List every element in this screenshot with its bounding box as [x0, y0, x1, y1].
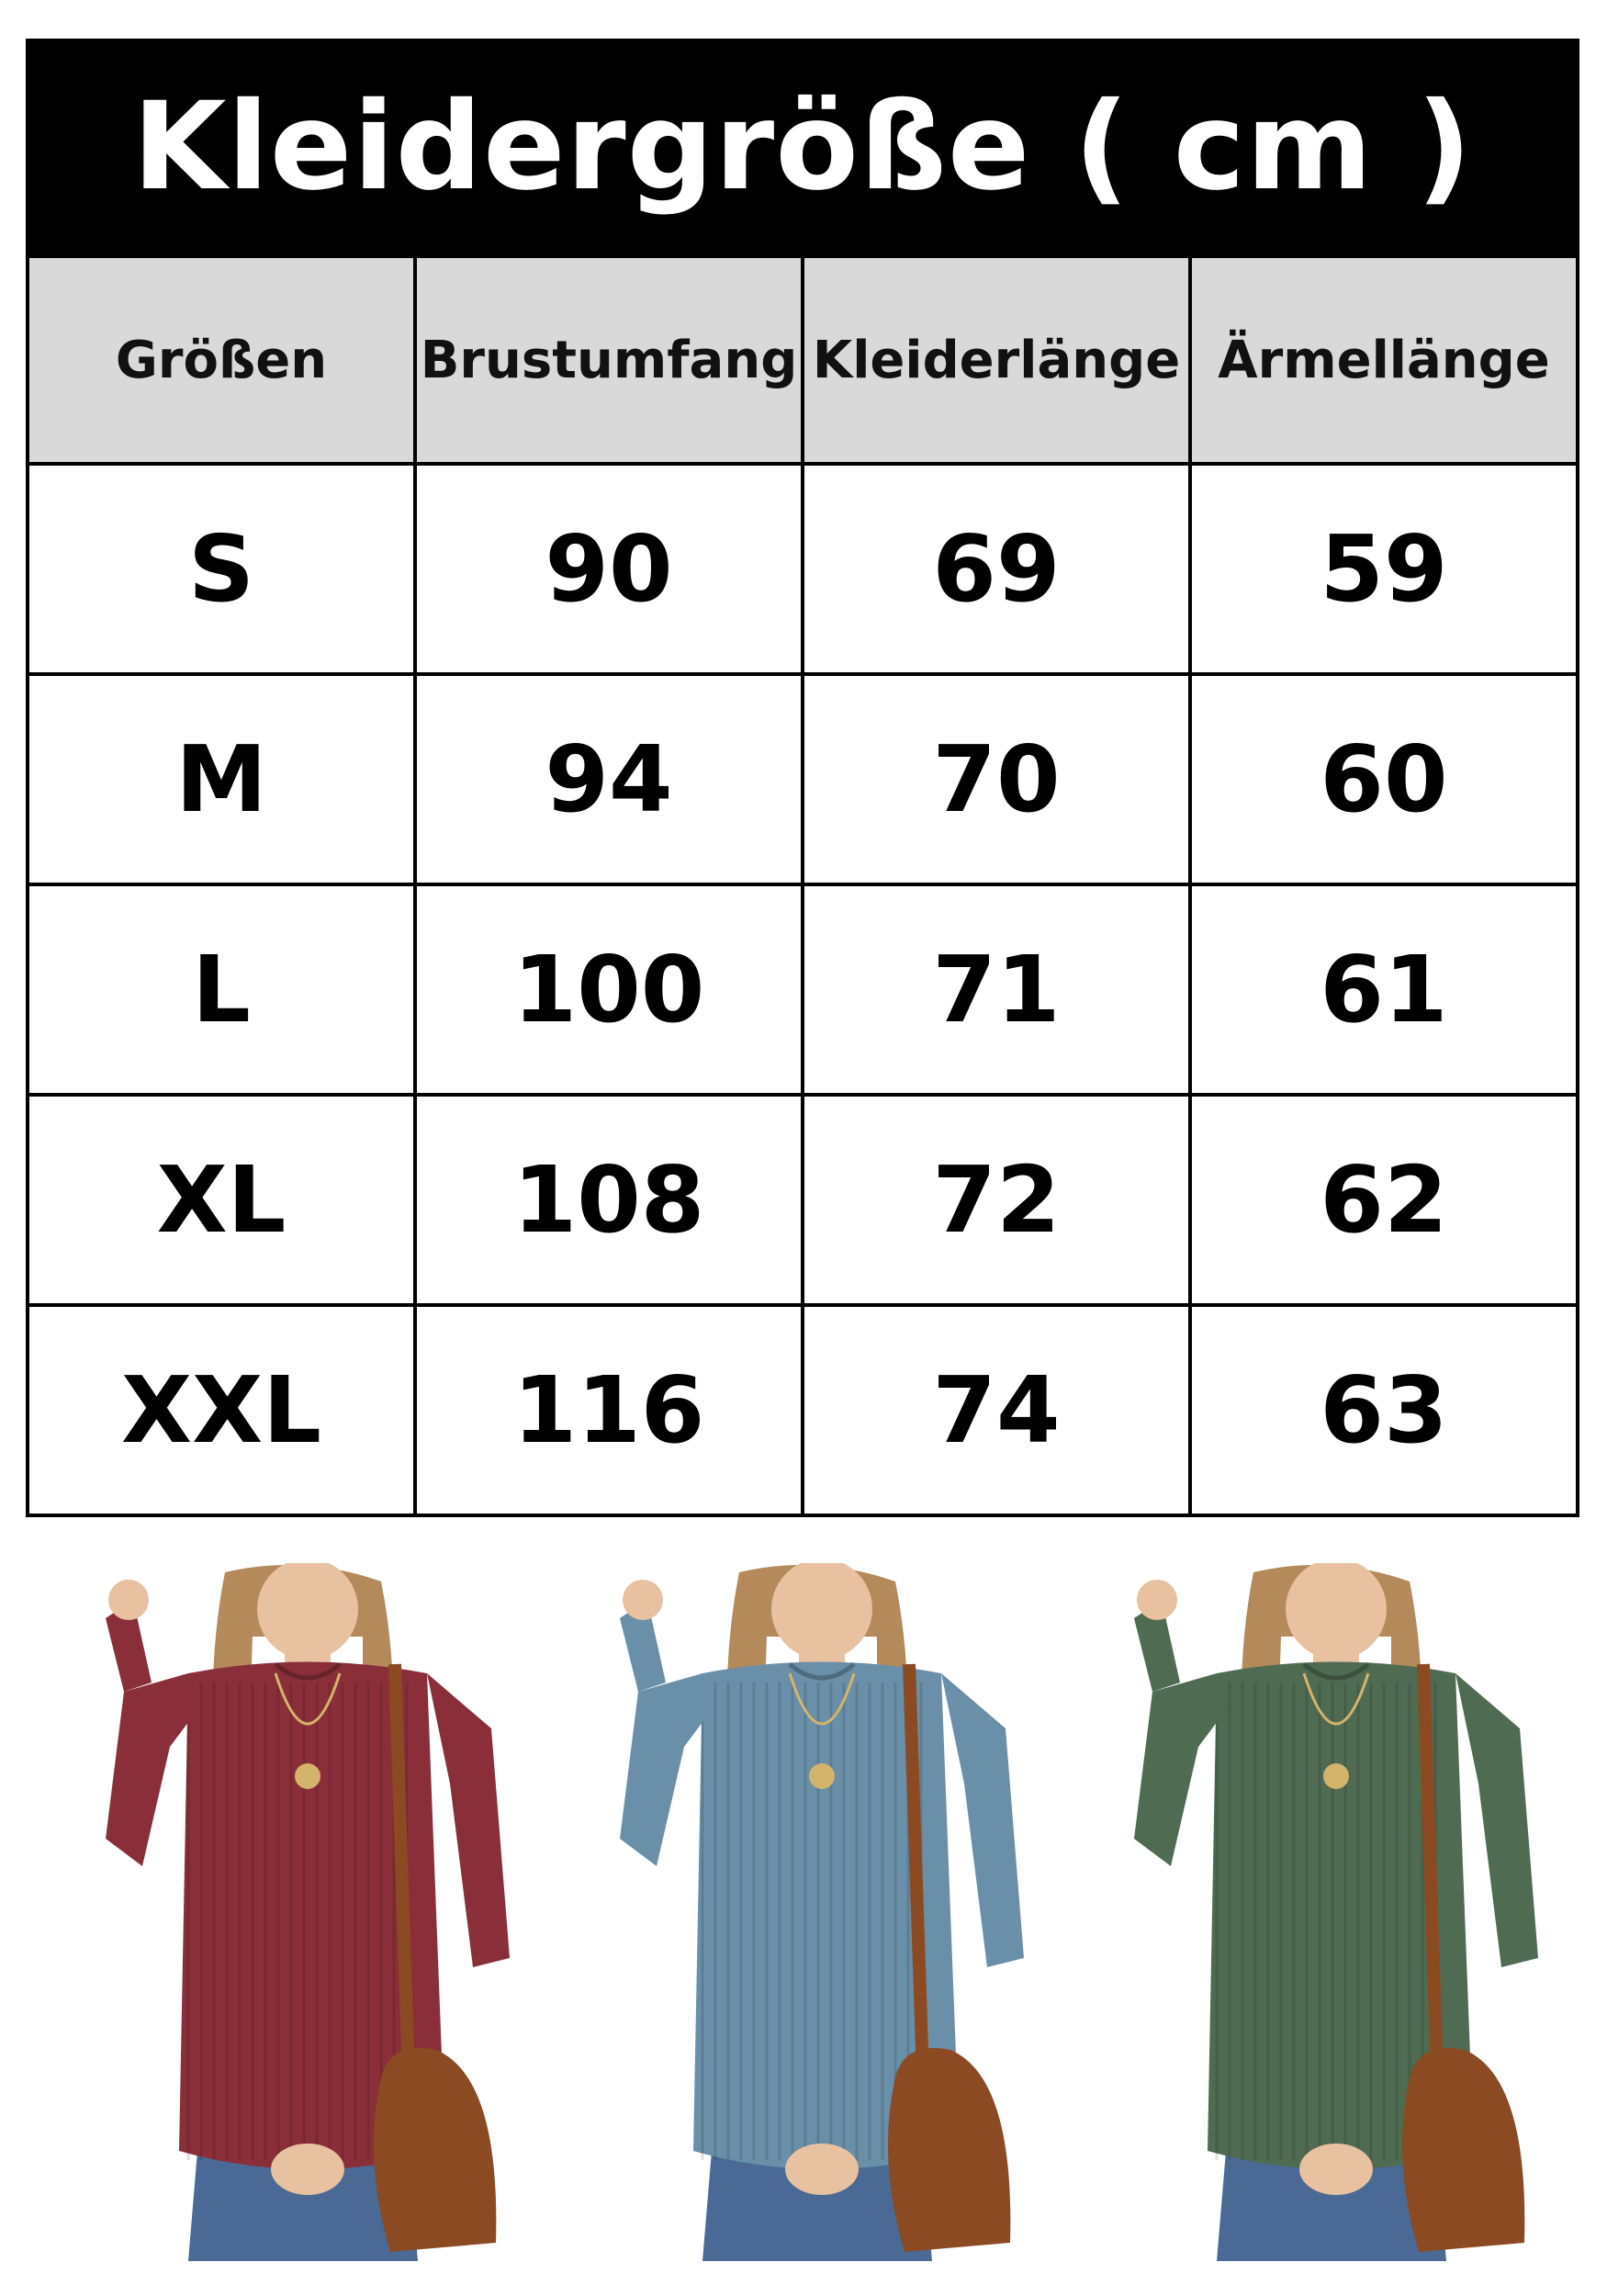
header-kleiderlaenge: Kleiderlänge: [801, 254, 1192, 466]
sleeve-cell: 59: [1188, 462, 1579, 676]
product-photo-wine: [87, 1563, 519, 2261]
sleeve-cell: 61: [1188, 883, 1579, 1097]
table-row: S 90 69 59: [26, 462, 1579, 676]
header-groessen: Größen: [26, 254, 417, 466]
size-table: Größen Brustumfang Kleiderlänge Ärmellän…: [26, 254, 1579, 1517]
length-cell: 72: [801, 1093, 1192, 1307]
size-cell: M: [26, 672, 417, 886]
chest-cell: 94: [413, 672, 804, 886]
product-photos: [0, 1563, 1607, 2261]
size-cell: XXL: [26, 1303, 417, 1517]
chest-cell: 100: [413, 883, 804, 1097]
size-chart-title: Kleidergröße ( cm ): [26, 39, 1579, 254]
chest-cell: 116: [413, 1303, 804, 1517]
table-header-row: Größen Brustumfang Kleiderlänge Ärmellän…: [26, 254, 1579, 466]
sleeve-cell: 60: [1188, 672, 1579, 886]
length-cell: 74: [801, 1303, 1192, 1517]
chest-cell: 108: [413, 1093, 804, 1307]
size-cell: XL: [26, 1093, 417, 1307]
sleeve-cell: 63: [1188, 1303, 1579, 1517]
sleeve-cell: 62: [1188, 1093, 1579, 1307]
table-row: XXL 116 74 63: [26, 1303, 1579, 1517]
length-cell: 70: [801, 672, 1192, 886]
header-brustumfang: Brustumfang: [413, 254, 804, 466]
length-cell: 69: [801, 462, 1192, 676]
size-cell: S: [26, 462, 417, 676]
product-photo-blue: [601, 1563, 1033, 2261]
table-row: L 100 71 61: [26, 883, 1579, 1097]
table-row: M 94 70 60: [26, 672, 1579, 886]
size-cell: L: [26, 883, 417, 1097]
product-photo-green: [1116, 1563, 1547, 2261]
size-chart: Kleidergröße ( cm ) Größen Brustumfang K…: [26, 39, 1579, 1517]
table-row: XL 108 72 62: [26, 1093, 1579, 1307]
chest-cell: 90: [413, 462, 804, 676]
header-aermellaenge: Ärmellänge: [1188, 254, 1579, 466]
length-cell: 71: [801, 883, 1192, 1097]
